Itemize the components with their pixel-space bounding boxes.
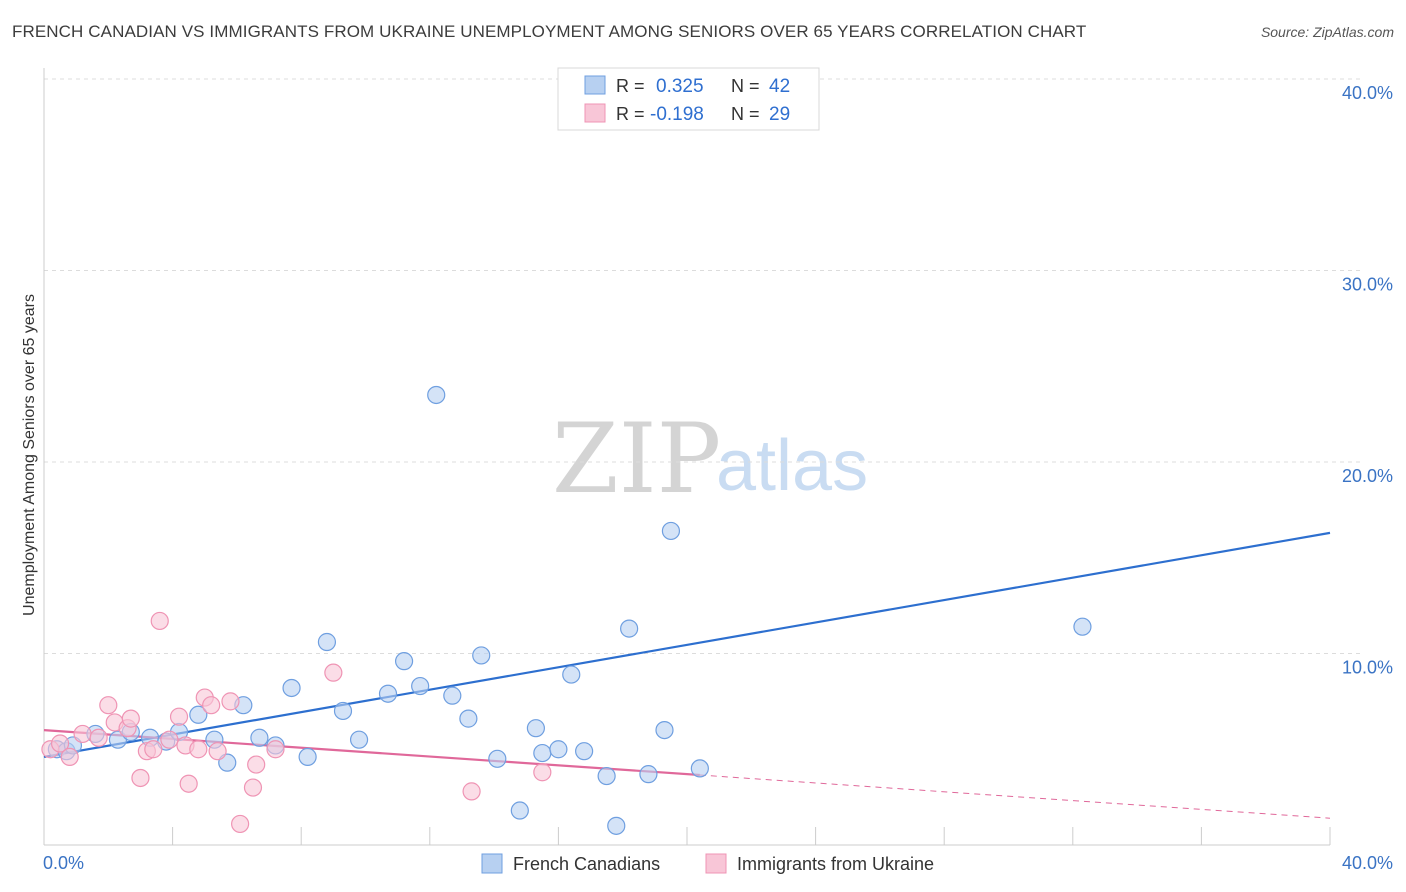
point-french-canadians	[655, 720, 674, 740]
axes	[43, 68, 1331, 846]
legend-n-value-0: 42	[769, 76, 790, 97]
legend-swatch-immigrants-ukraine	[584, 103, 606, 123]
point-french-canadians	[298, 747, 317, 767]
y-tick-label: 30.0%	[1342, 275, 1393, 295]
point-french-canadians	[189, 705, 208, 724]
point-immigrants-ukraine	[189, 740, 208, 759]
point-french-canadians	[378, 684, 398, 703]
x-tick-label-min: 0.0%	[43, 853, 84, 873]
legend-r-value-0: 0.325	[656, 76, 704, 97]
point-immigrants-ukraine	[50, 734, 70, 753]
point-immigrants-ukraine	[144, 740, 163, 759]
x-tick-label-max: 40.0%	[1342, 853, 1393, 873]
point-french-canadians	[349, 730, 369, 749]
point-immigrants-ukraine	[89, 728, 108, 747]
point-immigrants-ukraine	[169, 707, 189, 726]
point-immigrants-ukraine	[99, 696, 118, 715]
point-french-canadians	[562, 665, 581, 684]
tick-labels: 10.0% 20.0% 30.0% 40.0% 0.0% 40.0%	[43, 83, 1393, 873]
point-immigrants-ukraine	[231, 814, 250, 834]
point-french-canadians	[575, 742, 594, 761]
trend-lines	[43, 531, 1331, 819]
point-french-canadians	[597, 766, 616, 786]
point-immigrants-ukraine	[533, 763, 552, 782]
point-french-canadians	[533, 743, 552, 763]
point-immigrants-ukraine	[247, 755, 266, 774]
point-french-canadians	[459, 709, 478, 728]
watermark-atlas: atlas	[716, 426, 868, 506]
point-french-canadians	[411, 676, 430, 696]
point-immigrants-ukraine	[131, 768, 150, 788]
point-french-canadians	[333, 701, 353, 721]
trendline-immigrants-ukraine-extension	[699, 774, 1331, 819]
legend-n-label-1: N =	[731, 104, 760, 124]
bottom-legend-label-immigrants-ukraine: Immigrants from Ukraine	[737, 854, 934, 874]
point-french-canadians	[607, 816, 626, 835]
point-immigrants-ukraine	[121, 709, 140, 728]
point-french-canadians	[549, 740, 568, 759]
y-tick-label: 10.0%	[1342, 658, 1393, 678]
point-french-canadians	[443, 686, 462, 705]
point-immigrants-ukraine	[150, 611, 169, 631]
point-immigrants-ukraine	[266, 740, 285, 759]
series-legend: French Canadians Immigrants from Ukraine	[481, 853, 934, 874]
legend-n-value-1: 29	[769, 104, 790, 125]
y-axis-label: Unemployment Among Seniors over 65 years	[21, 294, 38, 616]
y-tick-label: 40.0%	[1342, 83, 1393, 103]
legend-n-label-0: N =	[731, 76, 760, 96]
legend-r-label-0: R =	[616, 76, 645, 96]
bottom-legend-label-french-canadians: French Canadians	[513, 854, 660, 874]
chart-title: FRENCH CANADIAN VS IMMIGRANTS FROM UKRAI…	[12, 22, 1087, 41]
point-immigrants-ukraine	[243, 778, 263, 797]
point-french-canadians	[1073, 617, 1092, 636]
legend-r-value-1: -0.198	[650, 104, 704, 125]
point-immigrants-ukraine	[160, 730, 179, 749]
point-french-canadians	[526, 719, 545, 738]
bottom-legend-swatch-french-canadians	[481, 853, 503, 874]
point-immigrants-ukraine	[73, 724, 92, 744]
point-french-canadians	[620, 619, 639, 638]
point-french-canadians	[510, 801, 529, 820]
grid-lines	[44, 78, 1360, 654]
point-french-canadians	[639, 765, 658, 784]
legend-swatch-french-canadians	[584, 75, 606, 95]
point-immigrants-ukraine	[221, 692, 240, 711]
point-immigrants-ukraine	[462, 782, 481, 801]
point-immigrants-ukraine	[324, 663, 343, 682]
point-french-canadians	[250, 728, 269, 747]
point-french-canadians	[488, 749, 507, 768]
point-immigrants-ukraine	[179, 774, 198, 793]
point-french-canadians	[427, 385, 446, 405]
point-immigrants-ukraine	[60, 747, 79, 767]
legend-r-label-1: R =	[616, 104, 645, 124]
trendline-french-canadians	[43, 531, 1331, 758]
watermark-zip: ZIP	[552, 403, 721, 515]
data-points	[41, 385, 1092, 835]
y-tick-label: 20.0%	[1342, 466, 1393, 486]
point-french-canadians	[317, 632, 337, 652]
point-french-canadians	[282, 678, 301, 698]
source-label: Source: ZipAtlas.com	[1260, 24, 1394, 40]
correlation-legend: R = 0.325 N = 42 R = -0.198 N = 29	[557, 67, 820, 131]
point-immigrants-ukraine	[202, 696, 221, 715]
point-french-canadians	[690, 759, 709, 778]
point-french-canadians	[394, 652, 414, 671]
point-french-canadians	[472, 646, 491, 665]
point-immigrants-ukraine	[208, 742, 227, 761]
point-french-canadians	[661, 521, 681, 541]
bottom-legend-swatch-immigrants-ukraine	[705, 853, 727, 874]
